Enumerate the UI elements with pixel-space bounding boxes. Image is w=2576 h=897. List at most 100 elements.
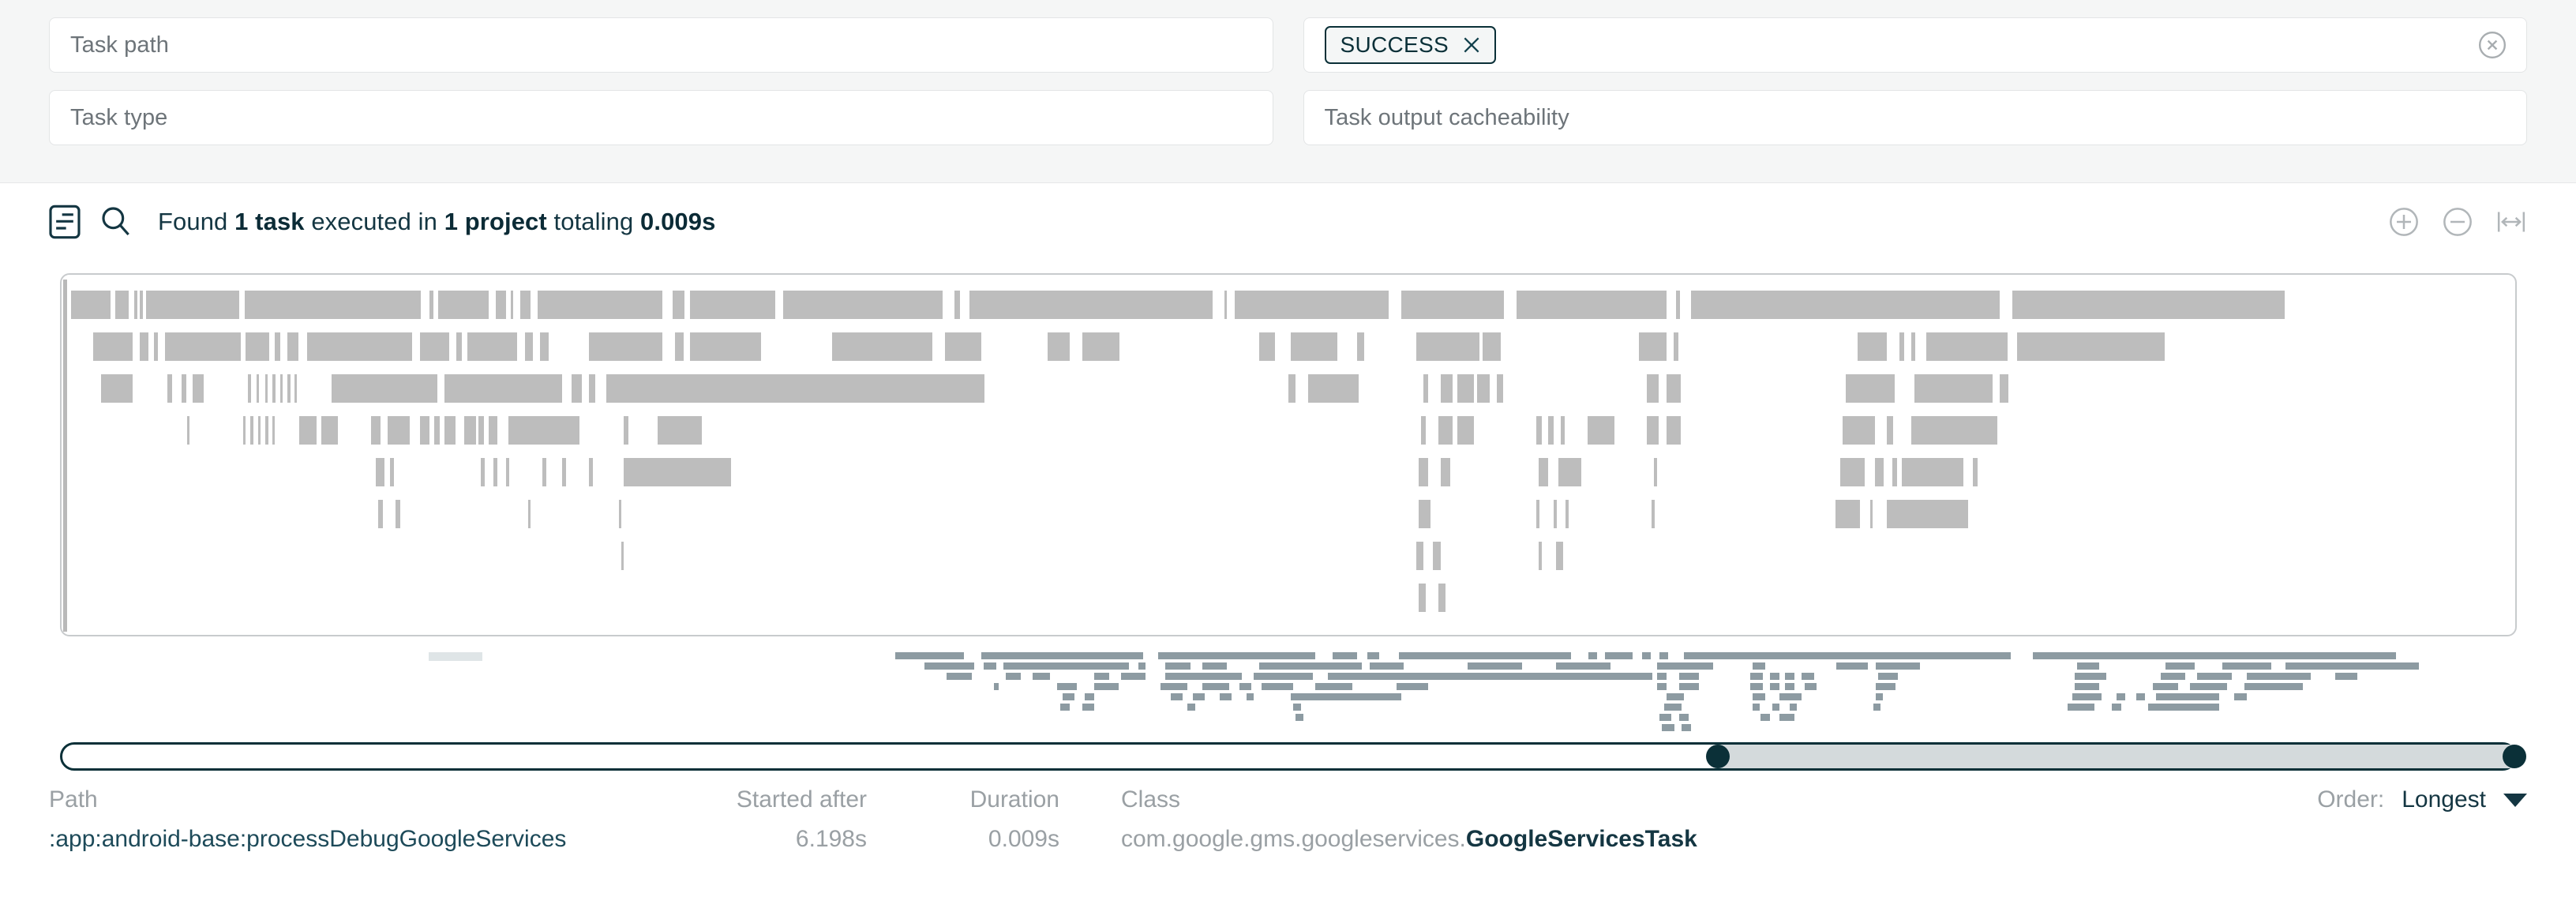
timeline-bar-row[interactable]	[62, 291, 2515, 319]
timeline-bar[interactable]	[493, 458, 497, 486]
timeline-bar[interactable]	[444, 374, 563, 403]
timeline-bar[interactable]	[321, 416, 338, 445]
timeline-bar[interactable]	[1560, 416, 1565, 445]
timeline-bar[interactable]	[1335, 374, 1359, 403]
timeline-bar[interactable]	[658, 416, 703, 445]
timeline-bar[interactable]	[456, 332, 462, 361]
timeline-bar[interactable]	[388, 416, 411, 445]
cell-class[interactable]: com.google.gms.googleservices.GoogleServ…	[1121, 826, 1697, 853]
timeline-bar[interactable]	[272, 416, 276, 445]
timeline-bar[interactable]	[1438, 416, 1453, 445]
timeline-bar[interactable]	[100, 374, 133, 403]
timeline-bar[interactable]	[1835, 500, 1861, 528]
fit-width-icon[interactable]	[2495, 206, 2527, 238]
range-slider-handle-start[interactable]	[1705, 745, 1730, 768]
timeline-bar[interactable]	[618, 500, 622, 528]
timeline-bar[interactable]	[1082, 332, 1119, 361]
timeline-bar[interactable]	[1418, 458, 1429, 486]
timeline-bar[interactable]	[1307, 374, 1336, 403]
timeline-bar[interactable]	[478, 416, 484, 445]
timeline-bar[interactable]	[1902, 458, 1963, 486]
timeline-bar[interactable]	[831, 332, 933, 361]
timeline-chart-panel[interactable]	[60, 273, 2517, 636]
timeline-bar[interactable]	[1438, 584, 1445, 612]
timeline-bar[interactable]	[1415, 542, 1423, 570]
timeline-bar[interactable]	[1666, 374, 1682, 403]
timeline-bar[interactable]	[488, 416, 497, 445]
close-icon[interactable]	[1461, 35, 1482, 55]
timeline-bar[interactable]	[167, 374, 172, 403]
timeline-bar[interactable]	[505, 458, 510, 486]
minimap-row[interactable]	[60, 704, 2517, 711]
timeline-bar[interactable]	[1555, 542, 1564, 570]
timeline-bar[interactable]	[621, 542, 624, 570]
timeline-bar[interactable]	[153, 332, 158, 361]
timeline-bar-row[interactable]	[62, 416, 2515, 445]
timeline-bar[interactable]	[623, 458, 732, 486]
timeline-bar[interactable]	[1973, 458, 1978, 486]
timeline-bar[interactable]	[1440, 374, 1453, 403]
minimap-row[interactable]	[60, 724, 2517, 731]
timeline-bar[interactable]	[1553, 500, 1557, 528]
timeline-bar[interactable]	[1048, 332, 1071, 361]
timeline-bar[interactable]	[2012, 291, 2285, 319]
timeline-bar[interactable]	[1539, 542, 1543, 570]
timeline-bar[interactable]	[540, 332, 549, 361]
timeline-bar[interactable]	[1357, 332, 1365, 361]
task-output-cacheability-input[interactable]: Task output cacheability	[1303, 90, 2527, 145]
timeline-bar[interactable]	[250, 416, 254, 445]
timeline-bar[interactable]	[2000, 374, 2009, 403]
timeline-bar[interactable]	[1457, 416, 1474, 445]
timeline-bar[interactable]	[444, 416, 456, 445]
timeline-bar[interactable]	[1477, 374, 1490, 403]
timeline-chart-canvas[interactable]	[62, 275, 2515, 635]
outcome-chip-success[interactable]: SUCCESS	[1324, 26, 1496, 64]
timeline-bar[interactable]	[275, 332, 280, 361]
timeline-bar[interactable]	[71, 291, 111, 319]
timeline-bar[interactable]	[463, 416, 477, 445]
timeline-bar[interactable]	[623, 416, 628, 445]
timeline-bar[interactable]	[537, 291, 663, 319]
timeline-bar[interactable]	[299, 416, 317, 445]
timeline-bar[interactable]	[1497, 374, 1503, 403]
timeline-bar[interactable]	[272, 374, 276, 403]
minimap-row[interactable]	[60, 652, 2517, 659]
timeline-bar[interactable]	[287, 374, 291, 403]
timeline-bar[interactable]	[1291, 332, 1338, 361]
task-path-input[interactable]: Task path	[49, 17, 1273, 73]
timeline-bar[interactable]	[375, 458, 384, 486]
timeline-bar[interactable]	[93, 332, 133, 361]
timeline-bar[interactable]	[1899, 332, 1905, 361]
document-icon[interactable]	[49, 205, 81, 239]
timeline-bar[interactable]	[1535, 416, 1542, 445]
timeline-bar[interactable]	[1482, 332, 1501, 361]
timeline-bar[interactable]	[193, 374, 204, 403]
timeline-bar-row[interactable]	[62, 584, 2515, 612]
timeline-bar[interactable]	[257, 416, 261, 445]
timeline-bar[interactable]	[510, 291, 513, 319]
timeline-bar[interactable]	[944, 332, 982, 361]
task-type-input[interactable]: Task type	[49, 90, 1273, 145]
range-slider-handle-end[interactable]	[2503, 745, 2526, 768]
timeline-range-slider[interactable]	[60, 742, 2526, 771]
timeline-bar[interactable]	[1887, 500, 1968, 528]
timeline-bar[interactable]	[390, 458, 395, 486]
timeline-bar[interactable]	[1548, 416, 1554, 445]
timeline-bar[interactable]	[1517, 291, 1667, 319]
timeline-bar[interactable]	[1874, 458, 1884, 486]
timeline-bar[interactable]	[419, 416, 430, 445]
timeline-bar[interactable]	[1843, 416, 1875, 445]
search-icon[interactable]	[99, 205, 131, 239]
timeline-bar[interactable]	[1457, 374, 1474, 403]
timeline-bar-row[interactable]	[62, 458, 2515, 486]
timeline-bar[interactable]	[370, 416, 381, 445]
timeline-bar-row[interactable]	[62, 500, 2515, 528]
timeline-bar[interactable]	[419, 332, 450, 361]
timeline-bar[interactable]	[1646, 374, 1659, 403]
timeline-bar[interactable]	[1400, 291, 1505, 319]
timeline-bar[interactable]	[164, 332, 241, 361]
timeline-bar[interactable]	[279, 374, 283, 403]
minimap-row[interactable]	[60, 693, 2517, 700]
timeline-bar[interactable]	[1845, 374, 1895, 403]
timeline-minimap[interactable]	[60, 652, 2517, 731]
